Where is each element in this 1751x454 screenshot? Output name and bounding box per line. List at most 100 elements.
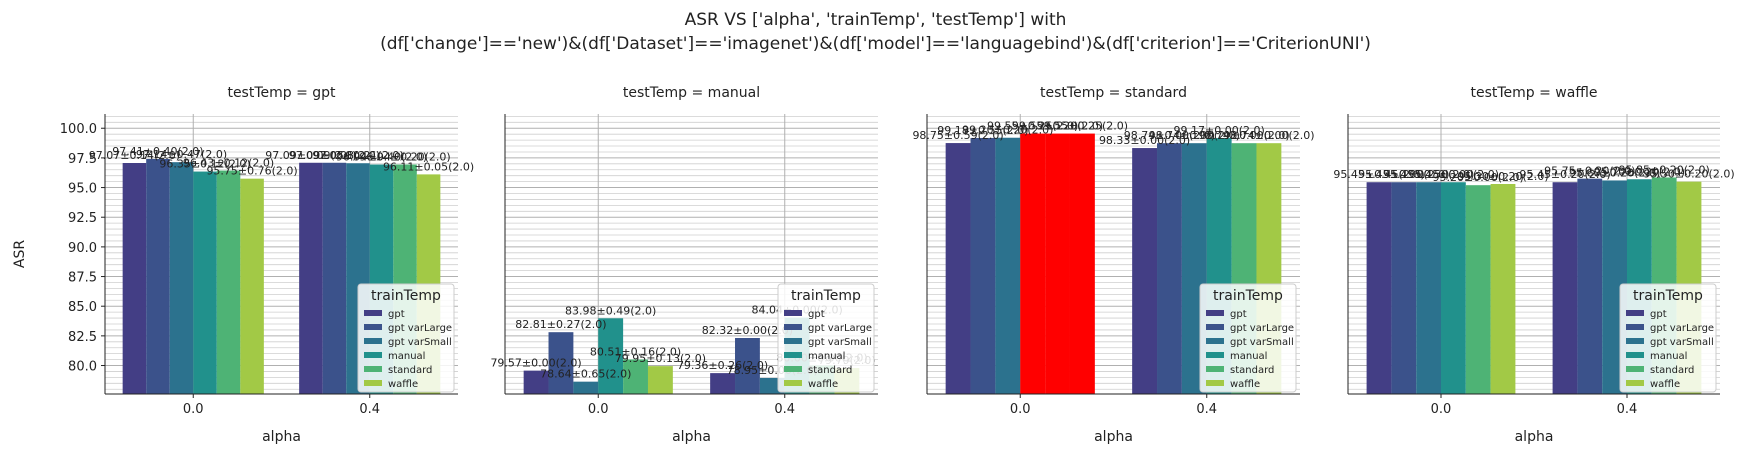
legend-item-label: gpt varSmall xyxy=(1650,337,1714,348)
data-label: 99.18±0.55(2.0) xyxy=(937,124,1028,137)
legend-swatch xyxy=(364,380,382,386)
bar xyxy=(1157,143,1182,394)
data-label: 78.64±0.65(2.0) xyxy=(540,368,631,381)
y-tick-label: 97.5 xyxy=(68,152,97,167)
bar xyxy=(216,170,241,394)
y-tick-label: 82.5 xyxy=(68,330,97,345)
legend-item-label: standard xyxy=(1650,365,1694,376)
legend-swatch xyxy=(1206,338,1224,344)
data-label: 99.55±0.20(2.0) xyxy=(1012,120,1103,133)
bar xyxy=(548,332,574,394)
y-tick-label: 85.0 xyxy=(68,300,97,315)
bar xyxy=(647,366,673,394)
data-label: 99.55±0.25(2.0) xyxy=(987,120,1078,133)
bar xyxy=(1552,182,1578,394)
bar xyxy=(970,137,996,394)
legend-item-label: waffle xyxy=(1650,379,1680,390)
bar xyxy=(945,143,971,394)
bar xyxy=(1020,133,1046,394)
figure-title: ASR VS ['alpha', 'trainTemp', 'testTemp'… xyxy=(0,8,1751,56)
data-label: 96.11±0.05(2.0) xyxy=(383,160,474,173)
legend-swatch xyxy=(1206,366,1224,372)
panel-title: testTemp = waffle xyxy=(1470,85,1597,101)
y-tick-label: 100.0 xyxy=(60,122,97,137)
bar xyxy=(1045,133,1070,394)
data-label: 99.20±0.20(2.0) xyxy=(962,124,1053,137)
legend-swatch xyxy=(784,352,802,358)
bar xyxy=(995,137,1021,394)
legend-swatch xyxy=(784,310,802,316)
legend-item-label: gpt varSmall xyxy=(808,337,872,348)
legend-item-label: gpt xyxy=(1230,309,1247,320)
data-label: 82.32±0.00(2.0) xyxy=(702,324,793,337)
figure-title-line-2: (df['change']=='new')&(df['Dataset']=='i… xyxy=(380,34,1371,54)
data-label: 95.60±0.20(2.0) xyxy=(1569,166,1660,179)
legend-swatch xyxy=(1206,324,1224,330)
bar xyxy=(573,381,599,394)
bar xyxy=(1069,133,1095,394)
x-tick-label: 0.4 xyxy=(359,402,380,417)
legend-swatch xyxy=(364,366,382,372)
data-label: 79.36±0.26(2.0) xyxy=(677,359,768,372)
data-label: 96.35±0.12(2.0) xyxy=(159,158,250,171)
bar xyxy=(710,373,736,394)
y-axis-label: ASR xyxy=(12,240,28,268)
legend-item-label: manual xyxy=(808,351,845,362)
bar xyxy=(1366,182,1392,394)
legend-item-label: manual xyxy=(1230,351,1267,362)
legend-item-label: gpt varLarge xyxy=(1230,323,1294,334)
data-label: 97.09±0.08(2.0) xyxy=(289,149,380,162)
y-tick-label: 92.5 xyxy=(68,211,97,226)
legend-swatch xyxy=(364,324,382,330)
bar xyxy=(1441,182,1466,394)
data-label: 96.94±0.20(2.0) xyxy=(359,151,450,164)
legend-item-label: gpt xyxy=(388,309,405,320)
legend-swatch xyxy=(784,324,802,330)
y-tick-label: 90.0 xyxy=(68,241,97,256)
data-label: 95.45±0.00(2.0) xyxy=(1408,168,1499,181)
y-tick-label: 80.0 xyxy=(68,360,97,375)
legend-swatch xyxy=(1626,324,1644,330)
data-label: 95.85±0.20(2.0) xyxy=(1619,163,1710,176)
data-label: 80.51±0.16(2.0) xyxy=(590,345,681,358)
legend-item-label: gpt varLarge xyxy=(1650,323,1714,334)
y-tick-label: 87.5 xyxy=(68,271,97,286)
bar xyxy=(193,171,217,394)
legend-swatch xyxy=(1206,310,1224,316)
panel-title: testTemp = manual xyxy=(623,85,760,101)
legend-item-label: waffle xyxy=(808,379,838,390)
bar xyxy=(735,338,760,394)
legend-swatch xyxy=(1206,380,1224,386)
legend-swatch xyxy=(364,310,382,316)
data-label: 95.20±0.00(2.0) xyxy=(1433,171,1524,184)
bar xyxy=(623,359,648,394)
data-label: 97.09±0.09(2.0) xyxy=(265,149,356,162)
data-label: 79.95±0.13(2.0) xyxy=(615,352,706,365)
figure-title-line-1: ASR VS ['alpha', 'trainTemp', 'testTemp'… xyxy=(684,10,1067,30)
data-label: 97.41±0.40(2.0) xyxy=(112,145,203,158)
panel-title: testTemp = gpt xyxy=(227,85,336,101)
x-tick-label: 0.0 xyxy=(1010,402,1031,417)
y-tick-label: 95.0 xyxy=(68,182,97,197)
legend-item-label: gpt varSmall xyxy=(1230,337,1294,348)
bar xyxy=(299,162,323,394)
data-label: 95.45±0.00(2.0) xyxy=(1358,168,1449,181)
x-tick-label: 0.4 xyxy=(774,402,795,417)
x-axis-label: alpha xyxy=(1094,429,1133,445)
legend-swatch xyxy=(364,338,382,344)
bar xyxy=(598,318,624,394)
panel-title: testTemp = standard xyxy=(1040,85,1187,101)
data-label: 98.75±0.59(2.0) xyxy=(912,129,1003,142)
legend-item-label: waffle xyxy=(1230,379,1260,390)
data-label: 95.30±0.20(2.0) xyxy=(1457,170,1548,183)
bar xyxy=(146,158,170,394)
bar xyxy=(1416,182,1441,394)
bar xyxy=(169,162,194,394)
legend-swatch xyxy=(1626,352,1644,358)
legend-swatch xyxy=(784,380,802,386)
data-label: 95.75±0.76(2.0) xyxy=(206,165,297,178)
legend-swatch xyxy=(784,338,802,344)
legend-title: trainTemp xyxy=(791,288,861,304)
legend-swatch xyxy=(1626,366,1644,372)
